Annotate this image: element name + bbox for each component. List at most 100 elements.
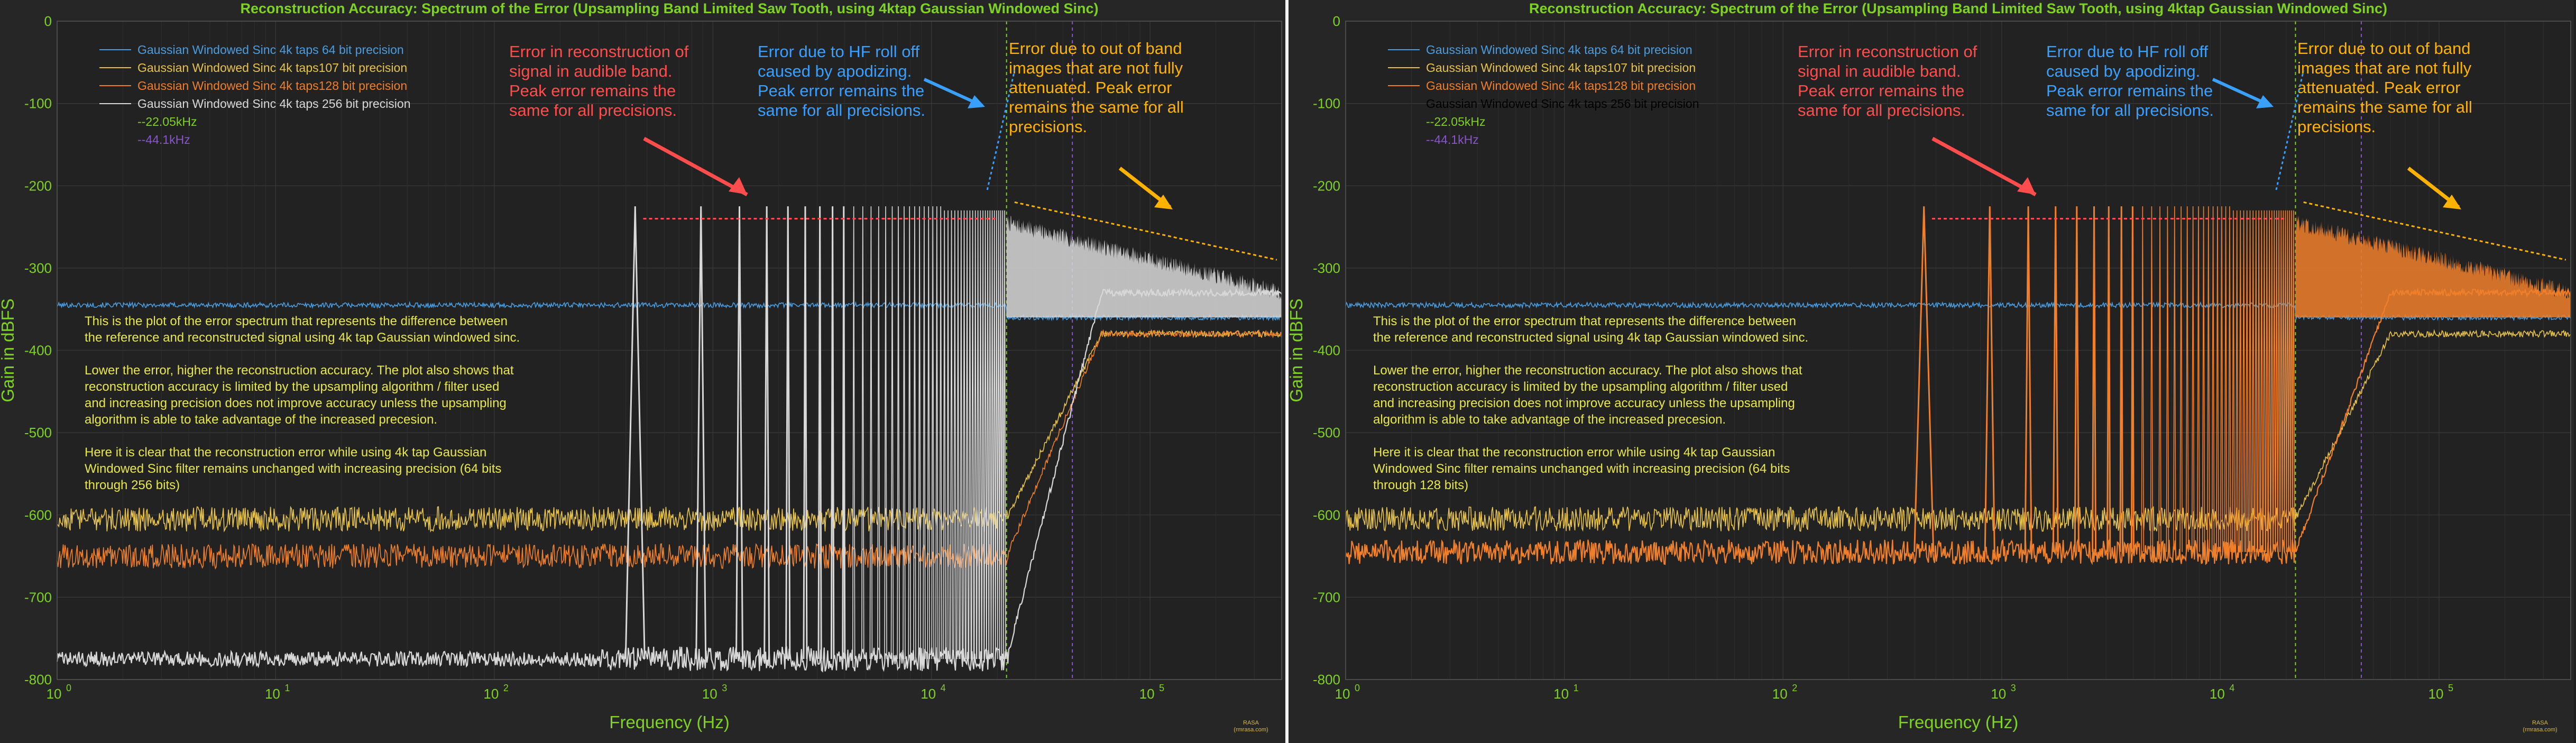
harmonic-spike	[903, 206, 906, 659]
harmonic-spikes	[1913, 206, 2295, 552]
explanation-note: This is the plot of the error spectrum t…	[1373, 314, 1808, 492]
y-axis-label: Gain in dBFS	[1286, 298, 1306, 402]
arrow-orange-head	[1154, 195, 1173, 209]
x-tick-exponent: 5	[2448, 683, 2453, 693]
explanation-note: This is the plot of the error spectrum t…	[85, 314, 520, 492]
legend-entry-256: Gaussian Windowed Sinc 4k taps 256 bit p…	[137, 97, 411, 111]
harmonic-spike	[918, 206, 921, 659]
x-tick-label: 10	[702, 686, 717, 702]
harmonic-spike	[2220, 206, 2223, 552]
legend-entry-256: Gaussian Windowed Sinc 4k taps 256 bit p…	[1426, 97, 1699, 111]
arrow-orange-head	[2443, 195, 2461, 209]
note-line: This is the plot of the error spectrum t…	[1373, 314, 1796, 328]
harmonic-spike	[877, 206, 880, 659]
annotation-line: images that are not fully	[1009, 59, 1183, 77]
harmonic-spike	[2197, 206, 2200, 552]
note-line: and increasing precision does not improv…	[85, 396, 507, 410]
x-tick-exponent: 0	[1355, 683, 1360, 693]
annotation-line: Error in reconstruction of	[509, 42, 689, 61]
harmonic-spike	[992, 210, 996, 659]
y-tick-label: -500	[1313, 425, 1340, 441]
harmonic-spike	[2251, 210, 2255, 552]
y-tick-label: -600	[24, 507, 52, 523]
x-tick-exponent: 4	[2229, 683, 2234, 693]
series-line-128	[1345, 287, 2572, 565]
harmonic-spike	[973, 210, 977, 659]
harmonic-spike	[2273, 210, 2276, 552]
annotation-line: precisions.	[2297, 117, 2376, 136]
harmonic-spike	[999, 210, 1002, 659]
harmonic-spike	[2092, 206, 2097, 552]
annotation-line: Peak error remains the	[509, 81, 676, 100]
legend-entry-128: Gaussian Windowed Sinc 4k taps128 bit pr…	[1426, 79, 1696, 93]
harmonic-spike	[965, 210, 969, 659]
annotation-line: Error due to HF roll off	[2046, 42, 2208, 61]
harmonic-spike	[2245, 210, 2249, 552]
note-line: Lower the error, higher the reconstructi…	[1373, 363, 1802, 378]
harmonic-spike	[2292, 210, 2295, 552]
arrow-red-head	[729, 177, 747, 195]
legend-entry-107: Gaussian Windowed Sinc 4k taps107 bit pr…	[137, 61, 407, 75]
axes-frame	[57, 21, 1282, 680]
x-tick-label: 10	[265, 686, 280, 702]
annotation-line: Error due to out of band	[2297, 39, 2470, 58]
note-line: the reference and reconstructed signal u…	[1373, 331, 1808, 345]
x-tick-label: 10	[1991, 686, 2006, 702]
y-tick-label: -600	[1313, 507, 1340, 523]
axes-frame	[1345, 21, 2571, 680]
y-tick-label: -300	[24, 260, 52, 276]
harmonic-spike	[763, 206, 770, 659]
y-tick-label: -200	[24, 178, 52, 194]
y-tick-label: -100	[24, 96, 52, 112]
harmonic-spike	[976, 210, 980, 659]
note-line: the reference and reconstructed signal u…	[85, 331, 520, 345]
chart-title: Reconstruction Accuracy: Spectrum of the…	[241, 1, 1099, 16]
harmonic-spike	[935, 206, 939, 659]
out-of-band-images	[2295, 215, 2571, 318]
legend-entry-64: Gaussian Windowed Sinc 4k taps 64 bit pr…	[137, 43, 404, 57]
harmonic-spike	[956, 210, 960, 659]
harmonic-spike	[884, 206, 887, 659]
extent-orange	[2303, 201, 2566, 261]
annotation-line: Error due to HF roll off	[758, 42, 919, 61]
harmonic-spike	[869, 206, 873, 659]
legend-marker-22k: --22.05kHz	[1426, 115, 1485, 129]
note-line: Here it is clear that the reconstruction…	[1373, 445, 1775, 460]
harmonic-spike	[2191, 206, 2195, 552]
legend-marker-44k: --44.1kHz	[1426, 133, 1479, 146]
annotation-line: Peak error remains the	[758, 81, 924, 100]
extent-orange	[1014, 201, 1277, 261]
harmonic-spike	[2185, 206, 2189, 552]
harmonic-spike	[2158, 206, 2161, 552]
harmonic-spike	[2224, 206, 2228, 552]
annotation-line: same for all precisions.	[1798, 101, 1965, 120]
harmonic-spike	[2248, 210, 2252, 552]
harmonic-spike	[997, 210, 1000, 659]
x-tick-label: 10	[1335, 686, 1350, 702]
harmonic-spike	[2277, 210, 2280, 552]
credit-site: (rmrasa.com)	[2523, 727, 2557, 733]
series-line-128	[57, 329, 1282, 570]
x-tick-exponent: 3	[2011, 683, 2016, 693]
harmonic-spike	[988, 210, 992, 659]
annotation-line: same for all precisions.	[509, 101, 677, 120]
harmonic-spike	[842, 206, 846, 659]
x-tick-label: 10	[47, 686, 62, 702]
y-tick-label: 0	[44, 13, 52, 29]
x-tick-label: 10	[1553, 686, 1569, 702]
note-line: algorithm is able to take advantage of t…	[1373, 412, 1726, 427]
harmonic-spike	[1913, 206, 1935, 552]
credit-name: RASA	[1243, 720, 1259, 726]
harmonic-spike	[2232, 210, 2235, 552]
x-tick-exponent: 3	[722, 683, 727, 693]
harmonic-spike	[968, 210, 972, 659]
note-line: Windowed Sinc filter remains unchanged w…	[1373, 462, 1790, 476]
y-tick-label: -700	[24, 589, 52, 605]
y-tick-label: -700	[1313, 589, 1340, 605]
harmonic-spike	[2254, 210, 2258, 552]
harmonic-spike	[2257, 210, 2260, 552]
